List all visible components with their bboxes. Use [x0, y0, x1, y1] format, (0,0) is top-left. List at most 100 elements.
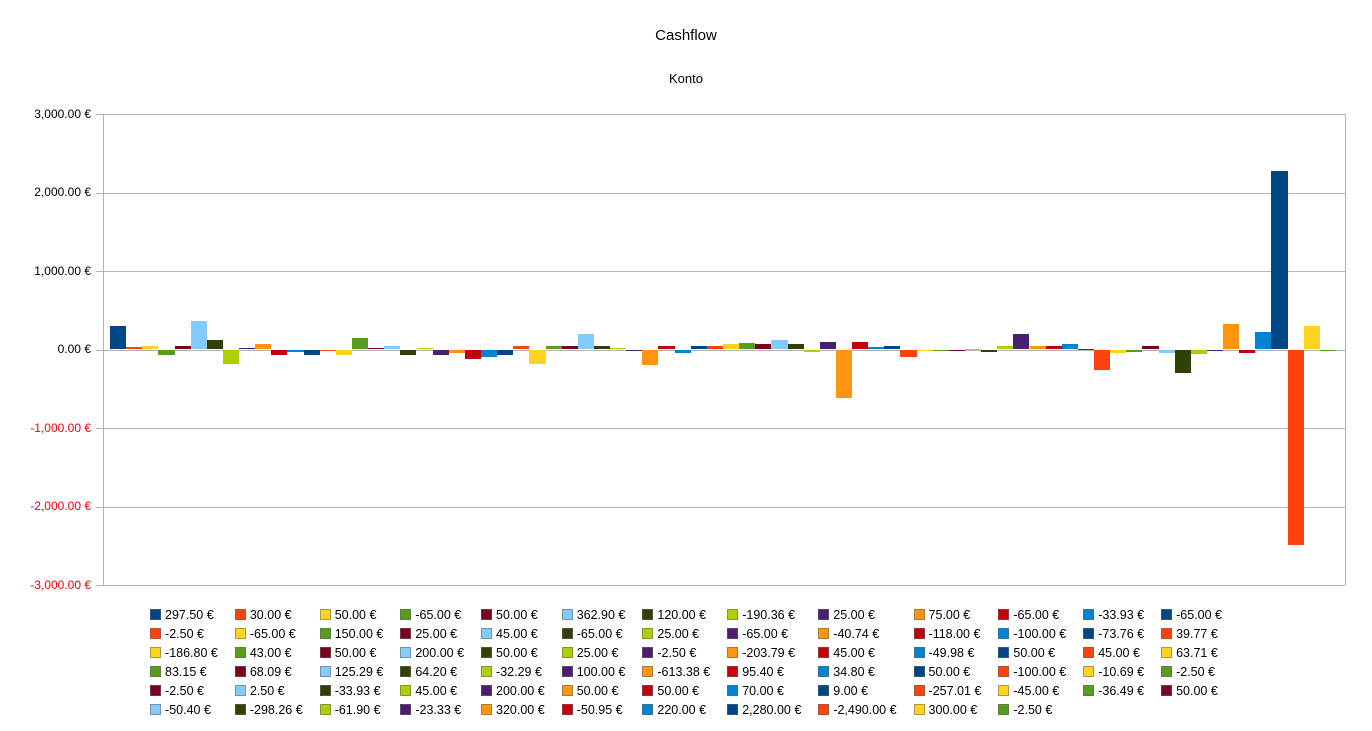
legend-color-swatch — [319, 704, 331, 715]
legend-label: -32.29 € — [496, 664, 542, 679]
legend-label: -2.50 € — [165, 683, 204, 698]
legend-color-swatch — [1083, 628, 1095, 639]
bar-series-64 — [1126, 349, 1143, 353]
legend-color-swatch — [727, 685, 739, 696]
y-axis-tick — [96, 192, 103, 194]
bar-series-51 — [916, 349, 933, 351]
legend-color-swatch — [1161, 647, 1173, 658]
legend-color-swatch — [561, 628, 573, 639]
bar-series-70 — [1223, 324, 1240, 350]
bar-series-7 — [206, 340, 223, 350]
bar-series-15 — [335, 349, 352, 355]
bar-series-74 — [1287, 349, 1304, 545]
bar-series-9 — [239, 347, 256, 350]
bar-series-67 — [1174, 349, 1191, 373]
legend-label: -613.38 € — [657, 664, 711, 679]
bar-series-30 — [577, 333, 594, 350]
legend-item: 100.00 € — [561, 665, 625, 679]
legend-item: -186.80 € — [150, 646, 218, 660]
legend-item: -613.38 € — [642, 665, 710, 679]
bar-series-56 — [997, 345, 1014, 350]
bar-series-4 — [158, 349, 175, 355]
legend-label: 43.00 € — [249, 645, 292, 660]
legend-color-swatch — [234, 666, 246, 677]
legend-label: 200.00 € — [415, 645, 465, 660]
legend-item: 200.00 € — [400, 646, 464, 660]
legend-item: 150.00 € — [319, 627, 383, 641]
legend-item: 39.77 € — [1161, 627, 1222, 641]
bar-series-26 — [513, 346, 530, 350]
legend-color-swatch — [234, 704, 246, 715]
legend-item: -118.00 € — [913, 627, 982, 641]
legend-item: 43.00 € — [234, 645, 303, 660]
legend-color-swatch — [234, 647, 246, 658]
bar-series-72 — [1255, 332, 1272, 350]
y-axis-tick — [96, 271, 103, 272]
bar-series-50 — [900, 349, 917, 358]
bar-series-68 — [1190, 349, 1207, 355]
legend-label: 200.00 € — [496, 683, 545, 698]
legend-color-swatch — [1083, 609, 1095, 620]
legend-item: 50.00 € — [642, 684, 710, 698]
legend-color-swatch — [319, 666, 331, 677]
bar-series-17 — [368, 347, 385, 350]
legend: 297.50 € 30.00 € 50.00 € -65.00 € 50.00 € 362… — [150, 605, 1222, 719]
legend-label: 120.00 € — [657, 607, 707, 622]
bar-series-36 — [674, 349, 691, 354]
legend-color-swatch — [913, 647, 925, 658]
legend-label: 50.00 € — [576, 683, 619, 698]
legend-label: -186.80 € — [165, 645, 218, 660]
legend-item: -49.98 € — [913, 646, 982, 660]
legend-wrap: 297.50 € 30.00 € 50.00 € -65.00 € 50.00 € 362… — [0, 605, 1372, 719]
legend-color-swatch — [1161, 628, 1173, 639]
legend-label: -73.76 € — [1098, 626, 1145, 641]
legend-item: 50.00 € — [481, 646, 545, 660]
legend-label: 39.77 € — [1176, 626, 1218, 641]
bar-series-22 — [448, 349, 465, 353]
legend-label: 50.00 € — [657, 683, 700, 698]
bar-series-21 — [432, 349, 449, 355]
gridline — [103, 428, 1345, 429]
legend-label: 70.00 € — [742, 683, 784, 698]
legend-label: -33.93 € — [334, 683, 381, 698]
legend-label: -100.00 € — [1013, 664, 1067, 679]
legend-item: -61.90 € — [319, 703, 384, 717]
legend-item: -2,490.00 € — [818, 703, 897, 717]
bar-series-34 — [642, 349, 659, 366]
bar-series-19 — [400, 349, 417, 355]
legend-item: -2.50 € — [150, 627, 218, 641]
bar-series-6 — [190, 321, 207, 350]
legend-label: -65.00 € — [1176, 607, 1222, 622]
legend-item: -33.93 € — [1083, 608, 1144, 622]
legend-label: 64.20 € — [415, 664, 458, 679]
bar-series-66 — [1158, 349, 1175, 354]
legend-color-swatch — [998, 609, 1010, 620]
legend-color-swatch — [400, 666, 412, 677]
legend-color-swatch — [727, 647, 739, 658]
legend-color-swatch — [1161, 609, 1173, 620]
legend-label: -23.33 € — [415, 702, 462, 717]
legend-label: 45.00 € — [1098, 645, 1140, 660]
legend-label: 125.29 € — [334, 664, 384, 679]
legend-color-swatch — [727, 609, 739, 620]
bar-series-75 — [1303, 325, 1320, 350]
legend-color-swatch — [642, 647, 654, 658]
x-axis-line — [103, 349, 1345, 351]
legend-item: -50.40 € — [150, 703, 218, 717]
legend-item: 64.20 € — [400, 665, 464, 679]
legend-color-swatch — [913, 609, 925, 620]
legend-label: 50.00 € — [496, 607, 538, 622]
legend-color-swatch — [319, 685, 331, 696]
legend-item: -2.50 € — [642, 646, 710, 660]
gridline — [103, 271, 1345, 272]
legend-color-swatch — [150, 647, 162, 658]
legend-label: 25.00 € — [833, 607, 876, 622]
legend-label: -2.50 € — [1013, 702, 1053, 717]
legend-item: 2.50 € — [234, 684, 303, 698]
legend-label: -50.95 € — [576, 702, 623, 717]
legend-label: 297.50 € — [165, 607, 214, 622]
gridline — [103, 192, 1345, 194]
legend-item: 45.00 € — [1083, 646, 1144, 660]
plot-right-border — [1345, 114, 1346, 585]
bar-series-1 — [110, 326, 127, 350]
